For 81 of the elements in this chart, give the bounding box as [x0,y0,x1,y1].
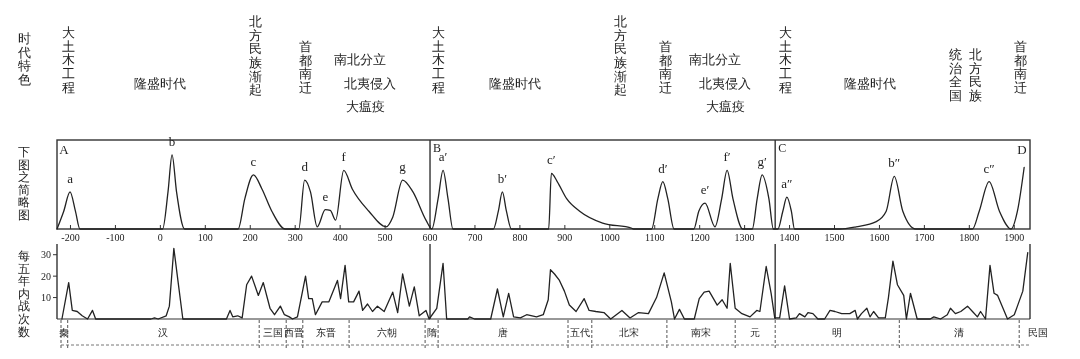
text: 隋 [427,327,437,338]
text: 首都南迁 [658,39,672,95]
text: 隆盛时代 [844,76,896,91]
x-tick-label: 1700 [914,232,935,243]
text: 北方民族渐起 [248,14,262,98]
text: 首都南迁 [298,39,312,95]
x-tick-label: 1400 [779,232,800,243]
annotation: b″ [888,155,901,171]
text: 大瘟疫 [705,99,745,114]
text: 统治全国 [948,47,962,103]
x-tick-label: 1600 [869,232,890,243]
y-axis-title: 下图之简略图 [18,145,30,222]
text: 六朝 [377,327,397,338]
annotation: a [67,170,74,186]
text: 南北分立 [689,52,741,67]
x-tick-label: 0 [157,232,163,243]
text: 大瘟疫 [345,99,385,114]
text: 东晋 [316,327,336,338]
text: 汉 [158,327,168,338]
y-axis-title: 每五年内战次数 [18,249,30,339]
text: 首都南迁 [1013,39,1027,95]
y-tick-label: 10 [41,292,51,304]
ref-line-label: C [778,141,787,155]
x-tick-label: 1900 [1004,232,1025,243]
x-tick-label: 100 [197,232,213,243]
x-tick-label: 1000 [599,232,620,243]
text: 唐 [498,327,508,338]
ref-line-label: B [433,141,442,155]
x-tick-label: 500 [377,232,393,243]
x-tick-label: -100 [106,232,125,243]
x-tick-label: 900 [557,232,573,243]
x-tick-label: 1800 [959,232,980,243]
text: 南宋 [691,327,711,338]
annotation: c″ [983,160,995,176]
text: 大土木工程 [431,25,445,95]
x-tick-label: 1300 [734,232,755,243]
x-tick-label: 400 [332,232,348,243]
x-tick-label: 600 [422,232,438,243]
text: 五代 [570,327,590,338]
text: 隆盛时代 [489,76,541,91]
annotation: c′ [547,152,556,168]
text: 秦 [59,327,69,338]
text: 清 [954,327,964,338]
x-tick-label: 1200 [689,232,710,243]
annotation: e [322,188,329,204]
annotation: g′ [757,153,767,169]
text: 北夷侵入 [699,76,751,91]
text: 北方民族渐起 [613,14,627,98]
x-tick-label: 1500 [824,232,845,243]
text: 隆盛时代 [134,76,186,91]
annotation: c [250,153,257,169]
y-tick-label: 30 [41,249,51,261]
annotation: d′ [658,160,668,176]
text: 北方民族 [968,47,982,103]
text: 北夷侵入 [344,76,396,91]
text: 明 [832,327,842,338]
chart-title: 时代特色 [16,31,31,87]
text: 北宋 [619,327,639,338]
text: 南北分立 [334,52,386,67]
text: 三国 [263,327,283,338]
annotation: D [1017,142,1027,157]
annotation: e′ [700,182,710,198]
x-tick-label: 1100 [644,232,665,243]
annotation: b′ [497,170,508,186]
x-tick-label: 300 [287,232,303,243]
annotation: d [301,159,309,175]
x-tick-label: 700 [467,232,483,243]
x-tick-label: -200 [61,232,80,243]
annotation: f′ [723,149,731,165]
text: 元 [750,327,760,338]
x-tick-label: 200 [242,232,258,243]
text: 大土木工程 [778,25,792,95]
x-tick-label: 800 [512,232,528,243]
y-tick-label: 20 [41,270,51,282]
annotation: g [399,159,407,175]
text: 民国 [1028,327,1048,338]
annotation: A [59,142,70,157]
text: 西晋 [284,327,304,338]
annotation: f [341,149,347,165]
text: 大土木工程 [61,25,75,95]
annotation: a″ [781,176,793,192]
